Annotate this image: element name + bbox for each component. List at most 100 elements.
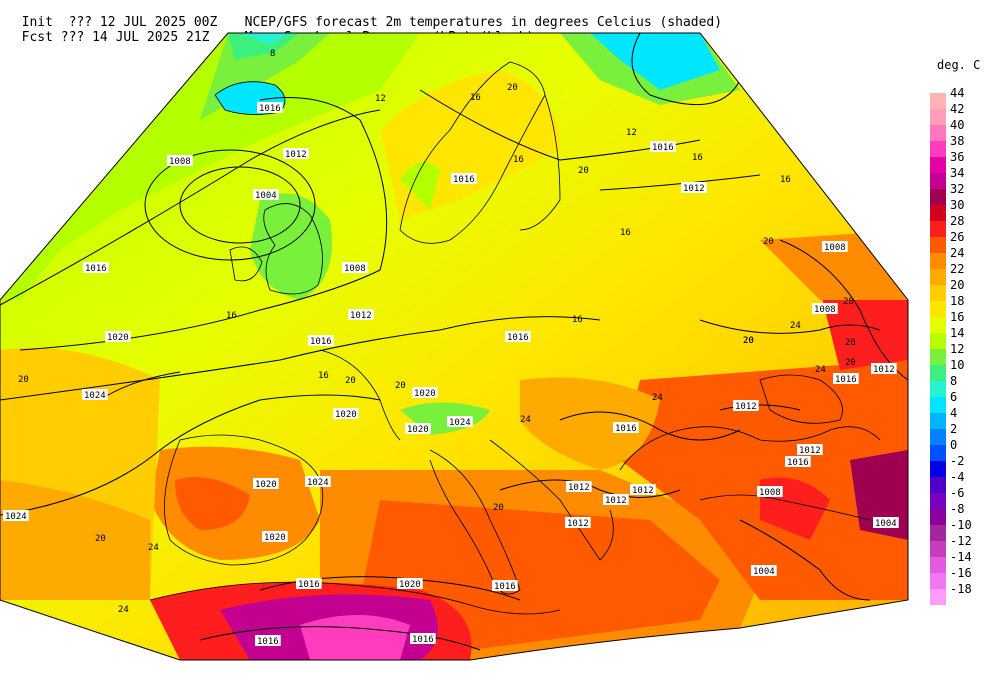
isobar-label: 1020 [107, 333, 129, 343]
isobar-label: 1020 [414, 389, 436, 399]
isobar-label: 1012 [632, 486, 654, 496]
legend-label: 18 [950, 294, 965, 308]
isobar-label: 1016 [652, 143, 674, 153]
legend-row: -6 [930, 486, 990, 509]
isobar-label: 1012 [683, 184, 705, 194]
legend-label: -10 [950, 518, 972, 532]
temp-label: 24 [148, 543, 159, 553]
legend-swatch [930, 589, 946, 605]
legend-label: 10 [950, 358, 965, 372]
legend-swatch [930, 477, 946, 493]
title-line-1: NCEP/GFS forecast 2m temperatures in deg… [229, 0, 722, 30]
legend-label: -2 [950, 454, 965, 468]
legend-row: -8 [930, 502, 990, 525]
isobar-label: 1016 [298, 580, 320, 590]
legend-label: -18 [950, 582, 972, 596]
isobar-label: 1024 [5, 512, 27, 522]
isobar-label: 1016 [412, 635, 434, 645]
legend-label: 34 [950, 166, 965, 180]
legend-row: -10 [930, 518, 990, 541]
temp-label: 28 [845, 338, 856, 348]
legend-label: 20 [950, 278, 965, 292]
legend-row: 44 [930, 86, 990, 109]
temperature-field [0, 33, 908, 660]
legend-label: 6 [950, 390, 958, 404]
isobar-label: 1016 [310, 337, 332, 347]
isobar-label: 1020 [399, 580, 421, 590]
temp-label: 24 [815, 365, 826, 375]
isobar-label: 1012 [873, 365, 895, 375]
legend-label: -12 [950, 534, 972, 548]
legend-row: 20 [930, 278, 990, 301]
legend-row: 4 [930, 406, 990, 429]
legend-label: 22 [950, 262, 965, 276]
legend-swatch [930, 349, 946, 365]
legend-label: 8 [950, 374, 958, 388]
legend-row: -18 [930, 582, 990, 605]
legend-label: 2 [950, 422, 958, 436]
title-text: NCEP/GFS forecast 2m temperatures in deg… [244, 15, 723, 30]
legend-row: 22 [930, 262, 990, 285]
legend-row: 2 [930, 422, 990, 445]
isobar-label: 1016 [494, 582, 516, 592]
legend-swatch [930, 237, 946, 253]
temp-label: 16 [572, 315, 583, 325]
legend-label: -8 [950, 502, 965, 516]
isobar-label: 1016 [507, 333, 529, 343]
temp-label: 24 [118, 605, 129, 615]
legend-label: 26 [950, 230, 965, 244]
legend-label: 44 [950, 86, 965, 100]
isobar-label: 1008 [169, 157, 191, 167]
legend-label: 42 [950, 102, 965, 116]
isobar-label: 1016 [85, 264, 107, 274]
legend-swatch [930, 429, 946, 445]
isobar-label: 1016 [835, 375, 857, 385]
init-line: Init ??? 12 JUL 2025 00Z [6, 0, 218, 30]
legend-swatch [930, 205, 946, 221]
temp-label: 12 [375, 94, 386, 104]
legend-swatch [930, 461, 946, 477]
legend-swatch [930, 365, 946, 381]
legend-row: 24 [930, 246, 990, 269]
temperature-labels: 8 12 16 20 16 12 16 20 16 16 16 20 24 20… [18, 49, 856, 615]
temp-label: 24 [520, 415, 531, 425]
isobar-label: 1024 [84, 391, 106, 401]
temp-label: 20 [743, 336, 754, 346]
legend-swatch [930, 493, 946, 509]
isobar-label: 1016 [615, 424, 637, 434]
legend-label: 14 [950, 326, 965, 340]
temp-label: 16 [692, 153, 703, 163]
temp-label: 20 [507, 83, 518, 93]
temp-label: 16 [513, 155, 524, 165]
isobar-label: 1012 [605, 496, 627, 506]
isobar-label: 1012 [350, 311, 372, 321]
legend-label: 30 [950, 198, 965, 212]
legend-label: -16 [950, 566, 972, 580]
isobar-label: 1004 [753, 567, 775, 577]
temp-label: 16 [620, 228, 631, 238]
legend-swatch [930, 333, 946, 349]
legend-row: 16 [930, 310, 990, 333]
legend-label: 16 [950, 310, 965, 324]
legend-swatch [930, 381, 946, 397]
legend-swatch [930, 109, 946, 125]
legend-row: 28 [930, 214, 990, 237]
legend-label: -4 [950, 470, 965, 484]
legend-swatch [930, 253, 946, 269]
legend-row: 18 [930, 294, 990, 317]
legend-label: 4 [950, 406, 958, 420]
isobar-label: 1008 [344, 264, 366, 274]
legend-swatch [930, 557, 946, 573]
isobar-label: 1016 [257, 637, 279, 647]
isobar-label: 1020 [255, 480, 277, 490]
legend-label: -14 [950, 550, 972, 564]
isobar-label: 1016 [453, 175, 475, 185]
fcst-text: Fcst ??? 14 JUL 2025 21Z [21, 30, 210, 45]
legend-row: 42 [930, 102, 990, 125]
isobar-label: 1016 [787, 458, 809, 468]
isobar-label: 1012 [799, 446, 821, 456]
temp-label: 16 [470, 93, 481, 103]
legend-label: 24 [950, 246, 965, 260]
legend-swatch [930, 125, 946, 141]
legend-swatch [930, 413, 946, 429]
